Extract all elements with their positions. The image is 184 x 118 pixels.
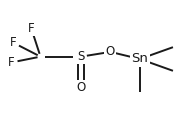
Text: O: O bbox=[76, 81, 86, 94]
Text: O: O bbox=[106, 45, 115, 58]
Text: F: F bbox=[10, 36, 16, 49]
Text: Sn: Sn bbox=[131, 53, 148, 65]
Text: F: F bbox=[8, 56, 14, 69]
Text: S: S bbox=[77, 50, 85, 63]
Text: F: F bbox=[28, 22, 35, 35]
